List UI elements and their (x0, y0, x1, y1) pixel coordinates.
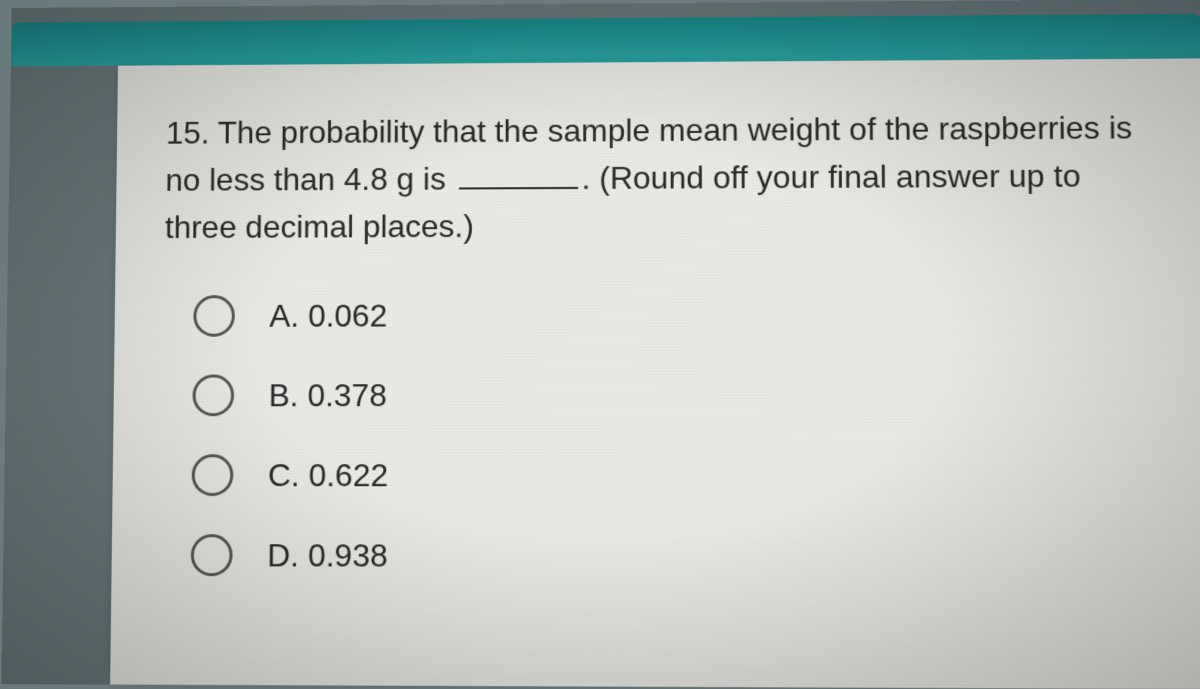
options-list: A. 0.062 B. 0.378 C. 0.622 D. 0.938 (161, 293, 1158, 579)
option-row-a[interactable]: A. 0.062 (193, 293, 1155, 337)
option-label-c: C. 0.622 (268, 457, 388, 494)
option-label-d: D. 0.938 (267, 537, 388, 574)
radio-d[interactable] (191, 534, 233, 576)
option-letter: C. (268, 457, 300, 493)
question-card: 15. The probability that the sample mean… (110, 58, 1200, 689)
option-letter: D. (267, 537, 299, 573)
option-letter: B. (269, 377, 299, 413)
question-text-block: 15. The probability that the sample mean… (165, 104, 1154, 251)
option-label-b: B. 0.378 (269, 377, 387, 414)
radio-b[interactable] (192, 374, 234, 416)
option-value: 0.378 (307, 377, 387, 413)
option-row-b[interactable]: B. 0.378 (192, 373, 1156, 416)
window-header-bar (11, 14, 1200, 67)
option-letter: A. (269, 297, 299, 333)
radio-a[interactable] (193, 295, 235, 337)
option-row-c[interactable]: C. 0.622 (192, 454, 1158, 497)
option-row-d[interactable]: D. 0.938 (191, 534, 1159, 578)
radio-c[interactable] (192, 454, 234, 496)
fill-blank (459, 187, 578, 190)
option-value: 0.622 (308, 457, 388, 493)
option-label-a: A. 0.062 (269, 297, 387, 334)
option-value: 0.938 (308, 537, 388, 573)
option-value: 0.062 (308, 297, 388, 333)
question-number: 15. (166, 115, 210, 151)
